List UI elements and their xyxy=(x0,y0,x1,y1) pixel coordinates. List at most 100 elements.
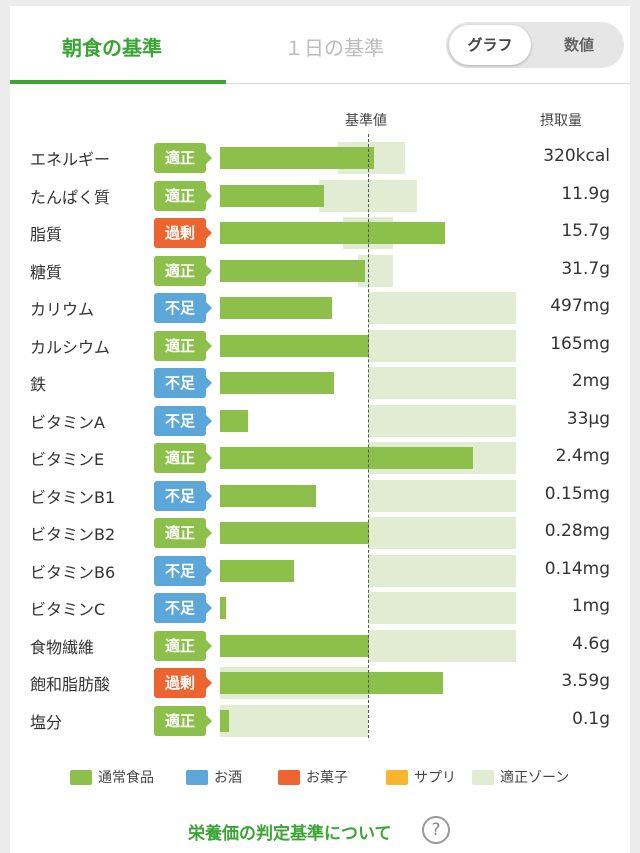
nutrient-name: エネルギー xyxy=(30,150,111,169)
nutrient-name: ビタミンE xyxy=(30,450,105,469)
status-badge: 不足 xyxy=(154,293,212,323)
status-badge: 不足 xyxy=(154,555,212,586)
nutrient-name: カリウム xyxy=(30,300,95,319)
legend-swatch xyxy=(386,770,408,785)
intake-bar xyxy=(220,672,444,694)
optimal-zone xyxy=(368,367,516,399)
nutrient-name: 飽和脂肪酸 xyxy=(30,675,111,694)
intake-amount: 1mg xyxy=(571,596,610,616)
nutrient-name: たんぱく質 xyxy=(30,187,111,207)
intake-amount: 0.14mg xyxy=(544,558,610,579)
intake-bar xyxy=(220,597,226,619)
nutrient-row: ビタミンC 不足 1mg xyxy=(10,592,630,624)
help-icon[interactable]: ? xyxy=(422,816,450,844)
status-badge: 不足 xyxy=(154,368,212,398)
intake-bar xyxy=(220,184,324,207)
legend-label: お酒 xyxy=(214,770,242,786)
legend-label: お菓子 xyxy=(306,770,348,786)
graph-view-button[interactable]: グラフ xyxy=(449,25,531,65)
nutrient-name: 塩分 xyxy=(30,712,63,732)
nutrient-name: 糖質 xyxy=(30,262,63,282)
judgement-criteria-link[interactable]: 栄養価の判定基準について xyxy=(188,824,392,844)
nutrient-name: ビタミンB1 xyxy=(30,487,116,507)
intake-amount: 0.1g xyxy=(572,708,610,729)
value-view-button[interactable]: 数値 xyxy=(563,36,594,54)
legend-swatch xyxy=(186,770,208,785)
legend-swatch xyxy=(278,770,300,785)
tab-bar: 朝食の基準 １日の基準 グラフ 数値 xyxy=(10,6,630,84)
nutrient-row: ビタミンE 適正 2.4mg xyxy=(10,442,630,474)
intake-bar xyxy=(220,222,445,244)
nutrient-row: ビタミンA 不足 33μg xyxy=(10,404,630,437)
status-badge: 適正 xyxy=(154,518,212,548)
intake-bar xyxy=(220,259,366,282)
status-badge: 適正 xyxy=(154,255,212,286)
nutrient-name: 鉄 xyxy=(30,375,47,394)
intake-amount: 0.15mg xyxy=(544,483,610,504)
optimal-zone xyxy=(368,404,516,437)
nutrient-row: ビタミンB1 不足 0.15mg xyxy=(10,479,630,512)
active-tab-indicator xyxy=(10,80,226,84)
intake-bar xyxy=(220,147,374,169)
legend-swatch xyxy=(472,770,494,785)
nutrient-name: ビタミンA xyxy=(30,412,105,432)
intake-amount: 0.28mg xyxy=(544,521,610,541)
optimal-zone xyxy=(368,479,516,512)
intake-amount: 320kcal xyxy=(543,146,610,166)
status-badge: 不足 xyxy=(154,593,212,623)
intake-amount: 2mg xyxy=(571,371,610,391)
status-badge: 適正 xyxy=(154,705,212,736)
nutrient-row: 脂質 過剰 15.7g xyxy=(10,217,630,249)
nutrient-name: 脂質 xyxy=(30,225,63,244)
optimal-zone xyxy=(368,629,516,662)
intake-amount: 15.7g xyxy=(561,221,610,241)
optimal-zone xyxy=(220,704,368,737)
legend-label: サプリ xyxy=(414,770,456,786)
nutrient-name: ビタミンB2 xyxy=(30,525,116,544)
intake-amount: 3.59g xyxy=(561,671,610,691)
intake-amount: 31.7g xyxy=(561,258,610,279)
status-badge: 適正 xyxy=(154,330,212,361)
status-badge: 適正 xyxy=(154,143,212,173)
intake-bar xyxy=(220,484,317,507)
nutrient-row: 鉄 不足 2mg xyxy=(10,367,630,399)
status-badge: 適正 xyxy=(154,630,212,661)
intake-amount: 4.6g xyxy=(572,633,610,654)
nutrient-row: 飽和脂肪酸 過剰 3.59g xyxy=(10,667,630,699)
reference-line xyxy=(368,134,369,738)
status-badge: 過剰 xyxy=(154,668,212,698)
intake-bar xyxy=(220,334,370,357)
intake-amount: 497mg xyxy=(550,296,610,316)
optimal-zone xyxy=(368,592,516,624)
nutrient-row: エネルギー 適正 320kcal xyxy=(10,142,630,174)
nutrient-row: 食物繊維 適正 4.6g xyxy=(10,629,630,662)
intake-header: 摂取量 xyxy=(540,113,582,129)
nutrient-name: ビタミンB6 xyxy=(30,562,116,582)
nutrient-row: 塩分 適正 0.1g xyxy=(10,704,630,737)
intake-amount: 11.9g xyxy=(561,183,610,204)
legend: 通常食品 お酒 お菓子 サプリ 適正ゾーン xyxy=(70,766,590,788)
nutrient-row: たんぱく質 適正 11.9g xyxy=(10,179,630,212)
tab-daily-standard[interactable]: １日の基準 xyxy=(284,36,384,60)
legend-label: 適正ゾーン xyxy=(500,770,570,786)
nutrient-name: ビタミンC xyxy=(30,600,106,619)
optimal-zone xyxy=(319,179,417,212)
status-badge: 不足 xyxy=(154,480,212,511)
intake-bar xyxy=(220,372,334,394)
nutrient-row: ビタミンB2 適正 0.28mg xyxy=(10,517,630,549)
intake-bar xyxy=(220,297,333,319)
reference-value-header: 基準値 xyxy=(345,113,387,129)
nutrient-name: カルシウム xyxy=(30,337,111,357)
legend-label: 通常食品 xyxy=(98,770,154,786)
intake-bar xyxy=(220,559,294,582)
optimal-zone xyxy=(368,517,516,549)
intake-amount: 2.4mg xyxy=(555,446,610,466)
status-badge: 適正 xyxy=(154,180,212,211)
nutrient-row: カリウム 不足 497mg xyxy=(10,292,630,324)
intake-bar xyxy=(220,709,229,732)
nutrient-row: ビタミンB6 不足 0.14mg xyxy=(10,554,630,587)
status-badge: 不足 xyxy=(154,405,212,436)
tab-breakfast-standard[interactable]: 朝食の基準 xyxy=(62,36,162,60)
nutrient-row: カルシウム 適正 165mg xyxy=(10,329,630,362)
intake-amount: 33μg xyxy=(566,408,610,429)
